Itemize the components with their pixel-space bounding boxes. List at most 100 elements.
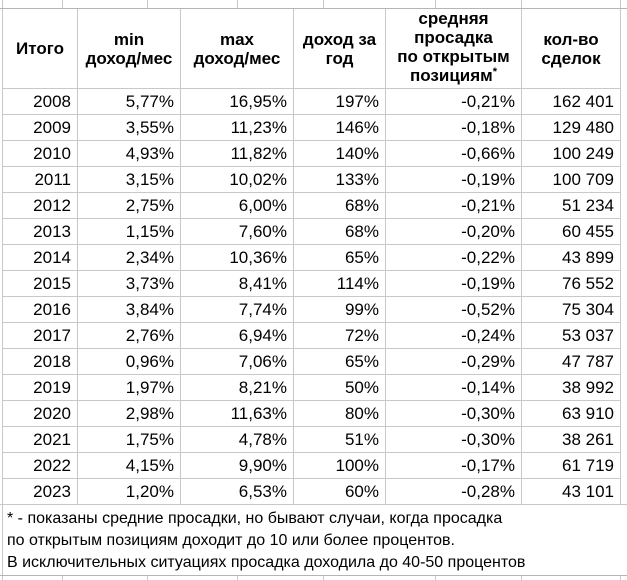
header-year-total[interactable]: Итого — [3, 9, 78, 89]
cell-min-monthly-income[interactable]: 1,97% — [78, 375, 181, 401]
cell-avg-drawdown[interactable]: -0,19% — [386, 167, 522, 193]
cell-annual-income[interactable]: 80% — [294, 401, 386, 427]
cell-annual-income[interactable]: 68% — [294, 219, 386, 245]
cell-annual-income[interactable]: 146% — [294, 115, 386, 141]
cell-year[interactable]: 2011 — [3, 167, 78, 193]
cell-max-monthly-income[interactable]: 7,06% — [181, 349, 294, 375]
cell-max-monthly-income[interactable]: 8,41% — [181, 271, 294, 297]
cell-avg-drawdown[interactable]: -0,21% — [386, 89, 522, 115]
cell-max-monthly-income[interactable]: 4,78% — [181, 427, 294, 453]
cell-annual-income[interactable]: 99% — [294, 297, 386, 323]
cell-avg-drawdown[interactable]: -0,18% — [386, 115, 522, 141]
cell-trades-count[interactable]: 38 992 — [522, 375, 621, 401]
cell-year[interactable]: 2020 — [3, 401, 78, 427]
cell-max-monthly-income[interactable]: 11,82% — [181, 141, 294, 167]
cell-max-monthly-income[interactable]: 10,36% — [181, 245, 294, 271]
cell-min-monthly-income[interactable]: 4,93% — [78, 141, 181, 167]
header-max-monthly-income[interactable]: max доход/мес — [181, 9, 294, 89]
cell-annual-income[interactable]: 72% — [294, 323, 386, 349]
cell-max-monthly-income[interactable]: 6,00% — [181, 193, 294, 219]
cell-min-monthly-income[interactable]: 3,15% — [78, 167, 181, 193]
cell-min-monthly-income[interactable]: 4,15% — [78, 453, 181, 479]
cell-trades-count[interactable]: 76 552 — [522, 271, 621, 297]
cell-annual-income[interactable]: 60% — [294, 479, 386, 505]
cell-min-monthly-income[interactable]: 2,75% — [78, 193, 181, 219]
cell-trades-count[interactable]: 63 910 — [522, 401, 621, 427]
cell-min-monthly-income[interactable]: 3,55% — [78, 115, 181, 141]
cell-max-monthly-income[interactable]: 6,53% — [181, 479, 294, 505]
cell-min-monthly-income[interactable]: 2,98% — [78, 401, 181, 427]
cell-avg-drawdown[interactable]: -0,28% — [386, 479, 522, 505]
cell-max-monthly-income[interactable]: 9,90% — [181, 453, 294, 479]
cell-trades-count[interactable]: 60 455 — [522, 219, 621, 245]
cell-year[interactable]: 2010 — [3, 141, 78, 167]
cell-annual-income[interactable]: 65% — [294, 245, 386, 271]
header-min-monthly-income[interactable]: min доход/мес — [78, 9, 181, 89]
cell-avg-drawdown[interactable]: -0,17% — [386, 453, 522, 479]
cell-avg-drawdown[interactable]: -0,30% — [386, 401, 522, 427]
cell-avg-drawdown[interactable]: -0,30% — [386, 427, 522, 453]
cell-max-monthly-income[interactable]: 7,60% — [181, 219, 294, 245]
cell-min-monthly-income[interactable]: 5,77% — [78, 89, 181, 115]
cell-max-monthly-income[interactable]: 10,02% — [181, 167, 294, 193]
cell-year[interactable]: 2018 — [3, 349, 78, 375]
cell-trades-count[interactable]: 43 899 — [522, 245, 621, 271]
cell-annual-income[interactable]: 100% — [294, 453, 386, 479]
cell-annual-income[interactable]: 50% — [294, 375, 386, 401]
cell-year[interactable]: 2014 — [3, 245, 78, 271]
cell-trades-count[interactable]: 100 709 — [522, 167, 621, 193]
cell-year[interactable]: 2015 — [3, 271, 78, 297]
cell-avg-drawdown[interactable]: -0,52% — [386, 297, 522, 323]
header-trades-count[interactable]: кол-во сделок — [522, 9, 621, 89]
header-annual-income[interactable]: доход за год — [294, 9, 386, 89]
cell-max-monthly-income[interactable]: 11,63% — [181, 401, 294, 427]
header-avg-drawdown[interactable]: средняя просадка по открытым позициям* — [386, 9, 522, 89]
cell-avg-drawdown[interactable]: -0,22% — [386, 245, 522, 271]
cell-trades-count[interactable]: 51 234 — [522, 193, 621, 219]
cell-min-monthly-income[interactable]: 1,15% — [78, 219, 181, 245]
cell-year[interactable]: 2019 — [3, 375, 78, 401]
cell-year[interactable]: 2008 — [3, 89, 78, 115]
cell-trades-count[interactable]: 100 249 — [522, 141, 621, 167]
cell-min-monthly-income[interactable]: 2,76% — [78, 323, 181, 349]
cell-max-monthly-income[interactable]: 16,95% — [181, 89, 294, 115]
cell-annual-income[interactable]: 197% — [294, 89, 386, 115]
cell-trades-count[interactable]: 129 480 — [522, 115, 621, 141]
cell-year[interactable]: 2012 — [3, 193, 78, 219]
cell-trades-count[interactable]: 38 261 — [522, 427, 621, 453]
cell-max-monthly-income[interactable]: 8,21% — [181, 375, 294, 401]
cell-year[interactable]: 2023 — [3, 479, 78, 505]
cell-min-monthly-income[interactable]: 3,73% — [78, 271, 181, 297]
cell-year[interactable]: 2013 — [3, 219, 78, 245]
cell-year[interactable]: 2016 — [3, 297, 78, 323]
cell-year[interactable]: 2021 — [3, 427, 78, 453]
cell-max-monthly-income[interactable]: 11,23% — [181, 115, 294, 141]
cell-annual-income[interactable]: 68% — [294, 193, 386, 219]
cell-min-monthly-income[interactable]: 1,20% — [78, 479, 181, 505]
cell-annual-income[interactable]: 51% — [294, 427, 386, 453]
cell-avg-drawdown[interactable]: -0,24% — [386, 323, 522, 349]
cell-min-monthly-income[interactable]: 0,96% — [78, 349, 181, 375]
cell-min-monthly-income[interactable]: 1,75% — [78, 427, 181, 453]
cell-avg-drawdown[interactable]: -0,66% — [386, 141, 522, 167]
cell-avg-drawdown[interactable]: -0,29% — [386, 349, 522, 375]
cell-annual-income[interactable]: 133% — [294, 167, 386, 193]
cell-annual-income[interactable]: 65% — [294, 349, 386, 375]
cell-avg-drawdown[interactable]: -0,21% — [386, 193, 522, 219]
cell-annual-income[interactable]: 140% — [294, 141, 386, 167]
cell-trades-count[interactable]: 47 787 — [522, 349, 621, 375]
cell-avg-drawdown[interactable]: -0,14% — [386, 375, 522, 401]
cell-min-monthly-income[interactable]: 2,34% — [78, 245, 181, 271]
cell-trades-count[interactable]: 75 304 — [522, 297, 621, 323]
cell-annual-income[interactable]: 114% — [294, 271, 386, 297]
cell-trades-count[interactable]: 43 101 — [522, 479, 621, 505]
cell-min-monthly-income[interactable]: 3,84% — [78, 297, 181, 323]
cell-year[interactable]: 2022 — [3, 453, 78, 479]
cell-year[interactable]: 2009 — [3, 115, 78, 141]
cell-avg-drawdown[interactable]: -0,19% — [386, 271, 522, 297]
cell-trades-count[interactable]: 162 401 — [522, 89, 621, 115]
cell-trades-count[interactable]: 53 037 — [522, 323, 621, 349]
cell-trades-count[interactable]: 61 719 — [522, 453, 621, 479]
cell-year[interactable]: 2017 — [3, 323, 78, 349]
cell-max-monthly-income[interactable]: 6,94% — [181, 323, 294, 349]
